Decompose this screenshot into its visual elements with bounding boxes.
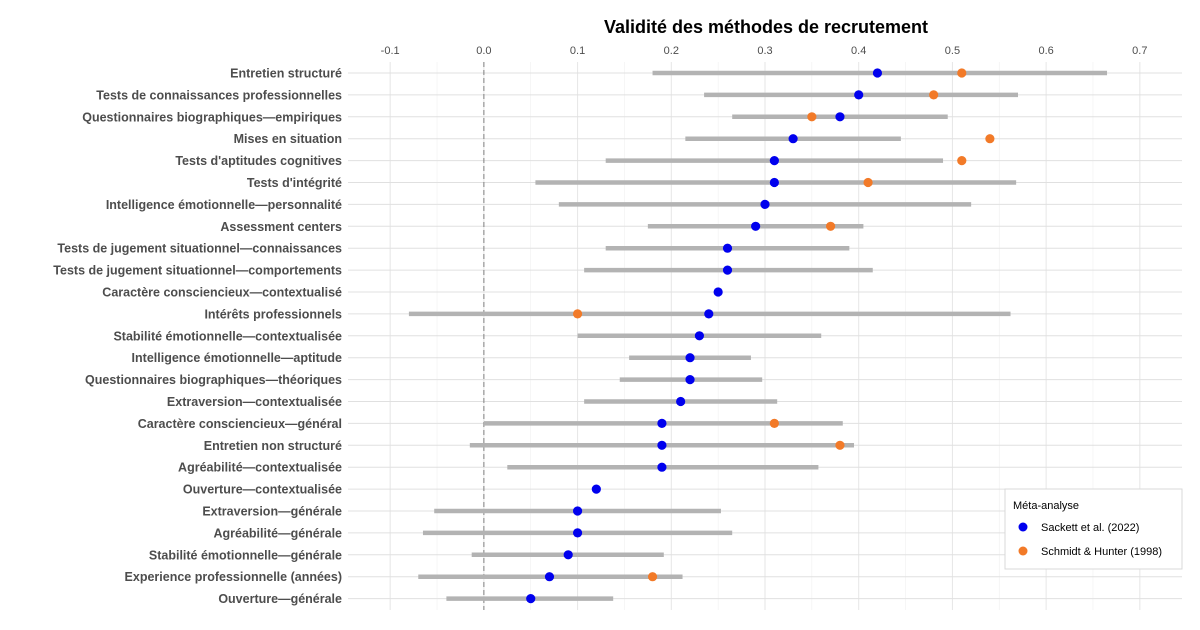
legend-key-sackett (1018, 522, 1028, 532)
point-sackett-agreabilite-contextualisee (657, 462, 667, 472)
category-labels: Entretien structuré Tests de connaissance… (53, 67, 342, 607)
point-sackett-ouverture-generale (526, 594, 536, 604)
category-label-extraversion-contextualisee: Extraversion—contextualisée (167, 395, 342, 409)
category-label-intelligence-emotionnelle-personnalite: Intelligence émotionnelle—personnalité (106, 198, 342, 212)
point-sackett-tests-de-jugement-situationnel-comportements (722, 265, 733, 275)
category-label-intelligence-emotionnelle-aptitude: Intelligence émotionnelle—aptitude (132, 351, 342, 365)
point-sackett-caractere-consciencieux-contextualise (713, 287, 723, 297)
category-label-tests-de-jugement-situationnel-comportements: Tests de jugement situationnel—comportem… (53, 264, 342, 278)
legend-box (1004, 488, 1183, 570)
point-sackett-caractere-consciencieux-general (657, 418, 667, 428)
point-sackett-questionnaires-biographiques-empiriques (835, 112, 845, 122)
legend-title: Méta-analyse (1013, 500, 1079, 512)
point-schmidt-mises-en-situation (985, 134, 995, 144)
point-sackett-entretien-non-structure (657, 440, 667, 450)
category-label-tests-de-connaissances-professionnelles: Tests de connaissances professionnelles (96, 88, 342, 102)
x-tick-label: 0.2 (664, 45, 679, 57)
point-sackett-tests-d-integrite (769, 177, 779, 188)
chart-title: Validité des méthodes de recrutement (604, 17, 928, 37)
category-label-extraversion-generale: Extraversion—générale (202, 505, 342, 519)
point-sackett-tests-de-connaissances-professionnelles (854, 90, 864, 100)
point-schmidt-caractere-consciencieux-general (769, 418, 779, 428)
point-sackett-intelligence-emotionnelle-aptitude (685, 353, 695, 363)
category-label-entretien-non-structure: Entretien non structuré (204, 439, 342, 453)
point-sackett-entretien-structure (872, 68, 883, 78)
category-label-agreabilite-contextualisee: Agréabilité—contextualisée (178, 461, 342, 475)
point-sackett-interets-professionnels (704, 309, 714, 319)
point-schmidt-interets-professionnels (572, 309, 583, 319)
category-label-caractere-consciencieux-contextualise: Caractère consciencieux—contextualisé (102, 286, 342, 300)
point-schmidt-assessment-centers (825, 221, 836, 231)
point-sackett-tests-d-aptitudes-cognitives (769, 156, 779, 166)
point-schmidt-tests-de-connaissances-professionnelles (929, 90, 939, 100)
x-tick-label: 0.4 (851, 45, 866, 57)
category-label-questionnaires-biographiques-theoriques: Questionnaires biographiques—théoriques (85, 373, 342, 387)
x-tick-label: 0.3 (757, 45, 772, 57)
category-label-stabilite-emotionnelle-generale: Stabilité émotionnelle—générale (149, 548, 342, 562)
point-sackett-intelligence-emotionnelle-personnalite (760, 199, 770, 209)
category-label-caractere-consciencieux-general: Caractère consciencieux—général (138, 417, 342, 431)
category-label-entretien-structure: Entretien structuré (230, 67, 342, 81)
category-label-ouverture-contextualisee: Ouverture—contextualisée (183, 483, 342, 497)
point-sackett-questionnaires-biographiques-theoriques (685, 375, 695, 385)
data-points (526, 68, 995, 604)
point-sackett-extraversion-generale (572, 506, 583, 516)
point-sackett-ouverture-contextualisee (591, 484, 601, 494)
legend-label-sackett: Sackett et al. (2022) (1041, 522, 1139, 534)
x-tick-label: 0.6 (1038, 45, 1053, 57)
point-sackett-stabilite-emotionnelle-contextualisee (694, 331, 705, 341)
point-schmidt-entretien-non-structure (835, 440, 845, 450)
category-label-mises-en-situation: Mises en situation (234, 132, 342, 146)
category-label-stabilite-emotionnelle-contextualisee: Stabilité émotionnelle—contextualisée (113, 329, 342, 343)
point-schmidt-entretien-structure (957, 68, 967, 78)
point-sackett-assessment-centers (751, 221, 761, 231)
x-tick-label: 0.7 (1132, 45, 1147, 57)
category-label-tests-d-aptitudes-cognitives: Tests d'aptitudes cognitives (175, 154, 342, 168)
category-label-experience-professionnelle-annees: Experience professionnelle (années) (125, 570, 342, 584)
category-label-assessment-centers: Assessment centers (220, 220, 342, 234)
point-schmidt-tests-d-aptitudes-cognitives (957, 156, 967, 166)
category-label-tests-de-jugement-situationnel-connaissances: Tests de jugement situationnel—connaissa… (57, 242, 342, 256)
x-tick-label: 0.1 (570, 45, 585, 57)
legend: Méta-analyse Sackett et al. (2022) Schmi… (1004, 488, 1183, 570)
point-schmidt-tests-d-integrite (863, 177, 873, 188)
point-schmidt-experience-professionnelle-annees (647, 572, 658, 582)
category-label-interets-professionnels: Intérêts professionnels (204, 307, 342, 321)
point-sackett-tests-de-jugement-situationnel-connaissances (722, 243, 733, 253)
point-schmidt-questionnaires-biographiques-empiriques (807, 112, 817, 122)
point-sackett-extraversion-contextualisee (676, 396, 686, 407)
x-tick-label: 0.5 (945, 45, 960, 57)
x-tick-label: 0.0 (476, 45, 491, 57)
category-label-agreabilite-generale: Agréabilité—générale (213, 526, 342, 540)
x-axis-ticks: -0.1 0.0 0.1 0.2 0.3 0.4 0.5 0.6 0.7 (381, 45, 1148, 57)
point-sackett-mises-en-situation (788, 134, 798, 144)
point-sackett-stabilite-emotionnelle-generale (563, 550, 573, 560)
category-label-ouverture-generale: Ouverture—générale (218, 592, 342, 606)
category-label-questionnaires-biographiques-empiriques: Questionnaires biographiques—empiriques (82, 110, 342, 124)
x-tick-label: -0.1 (381, 45, 400, 57)
category-label-tests-d-integrite: Tests d'intégrité (247, 176, 342, 190)
point-sackett-experience-professionnelle-annees (544, 572, 555, 582)
legend-key-schmidt (1018, 546, 1028, 556)
legend-label-schmidt: Schmidt & Hunter (1998) (1041, 546, 1162, 558)
point-sackett-agreabilite-generale (572, 528, 583, 538)
